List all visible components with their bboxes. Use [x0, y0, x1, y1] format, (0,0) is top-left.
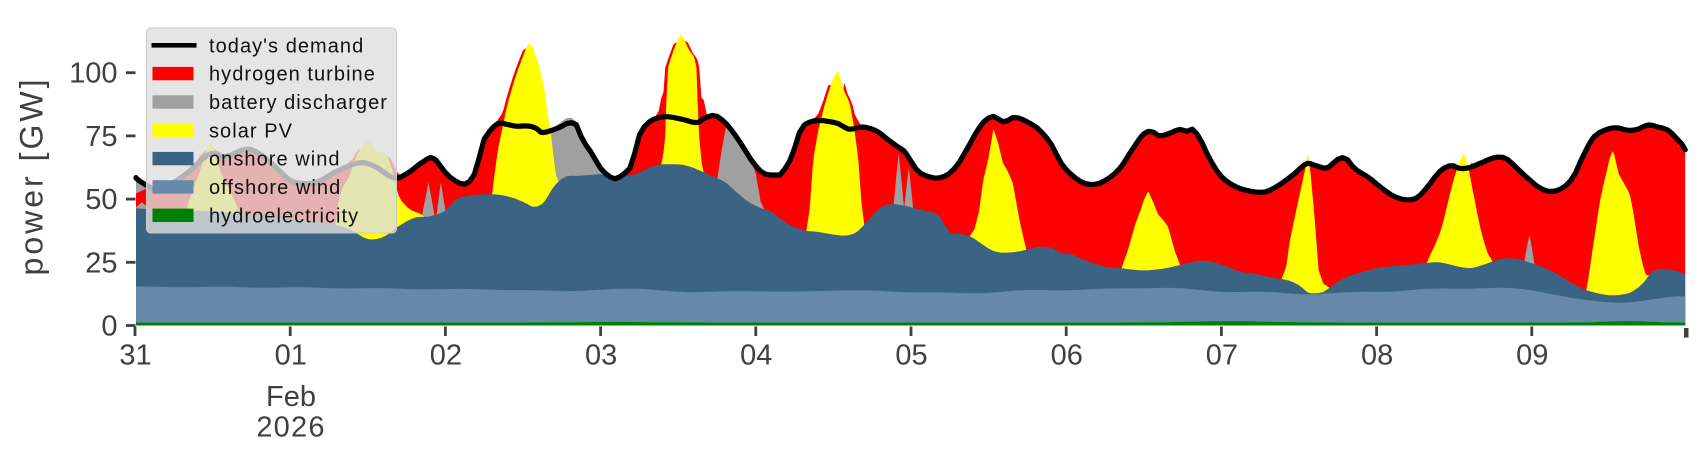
svg-text:solar PV: solar PV — [209, 120, 293, 142]
svg-text:2026: 2026 — [256, 412, 325, 444]
svg-text:hydroelectricity: hydroelectricity — [209, 205, 359, 227]
svg-text:Feb: Feb — [266, 381, 316, 413]
svg-text:03: 03 — [585, 340, 617, 372]
svg-text:01: 01 — [275, 340, 307, 372]
svg-text:today's demand: today's demand — [209, 35, 364, 57]
svg-text:onshore wind: onshore wind — [209, 149, 341, 171]
svg-text:25: 25 — [85, 247, 117, 279]
svg-text:50: 50 — [85, 184, 117, 216]
svg-text:31: 31 — [119, 340, 151, 372]
svg-text:battery discharger: battery discharger — [209, 92, 388, 114]
svg-text:power [GW]: power [GW] — [14, 77, 50, 276]
svg-text:offshore wind: offshore wind — [209, 177, 341, 199]
svg-text:09: 09 — [1516, 340, 1548, 372]
svg-text:100: 100 — [69, 58, 117, 90]
svg-text:hydrogen turbine: hydrogen turbine — [209, 64, 376, 86]
svg-text:07: 07 — [1206, 340, 1238, 372]
svg-text:08: 08 — [1361, 340, 1393, 372]
svg-text:06: 06 — [1051, 340, 1083, 372]
svg-text:02: 02 — [430, 340, 462, 372]
svg-text:75: 75 — [85, 121, 117, 153]
svg-text:0: 0 — [101, 311, 117, 343]
svg-text:05: 05 — [895, 340, 927, 372]
svg-text:04: 04 — [740, 340, 772, 372]
